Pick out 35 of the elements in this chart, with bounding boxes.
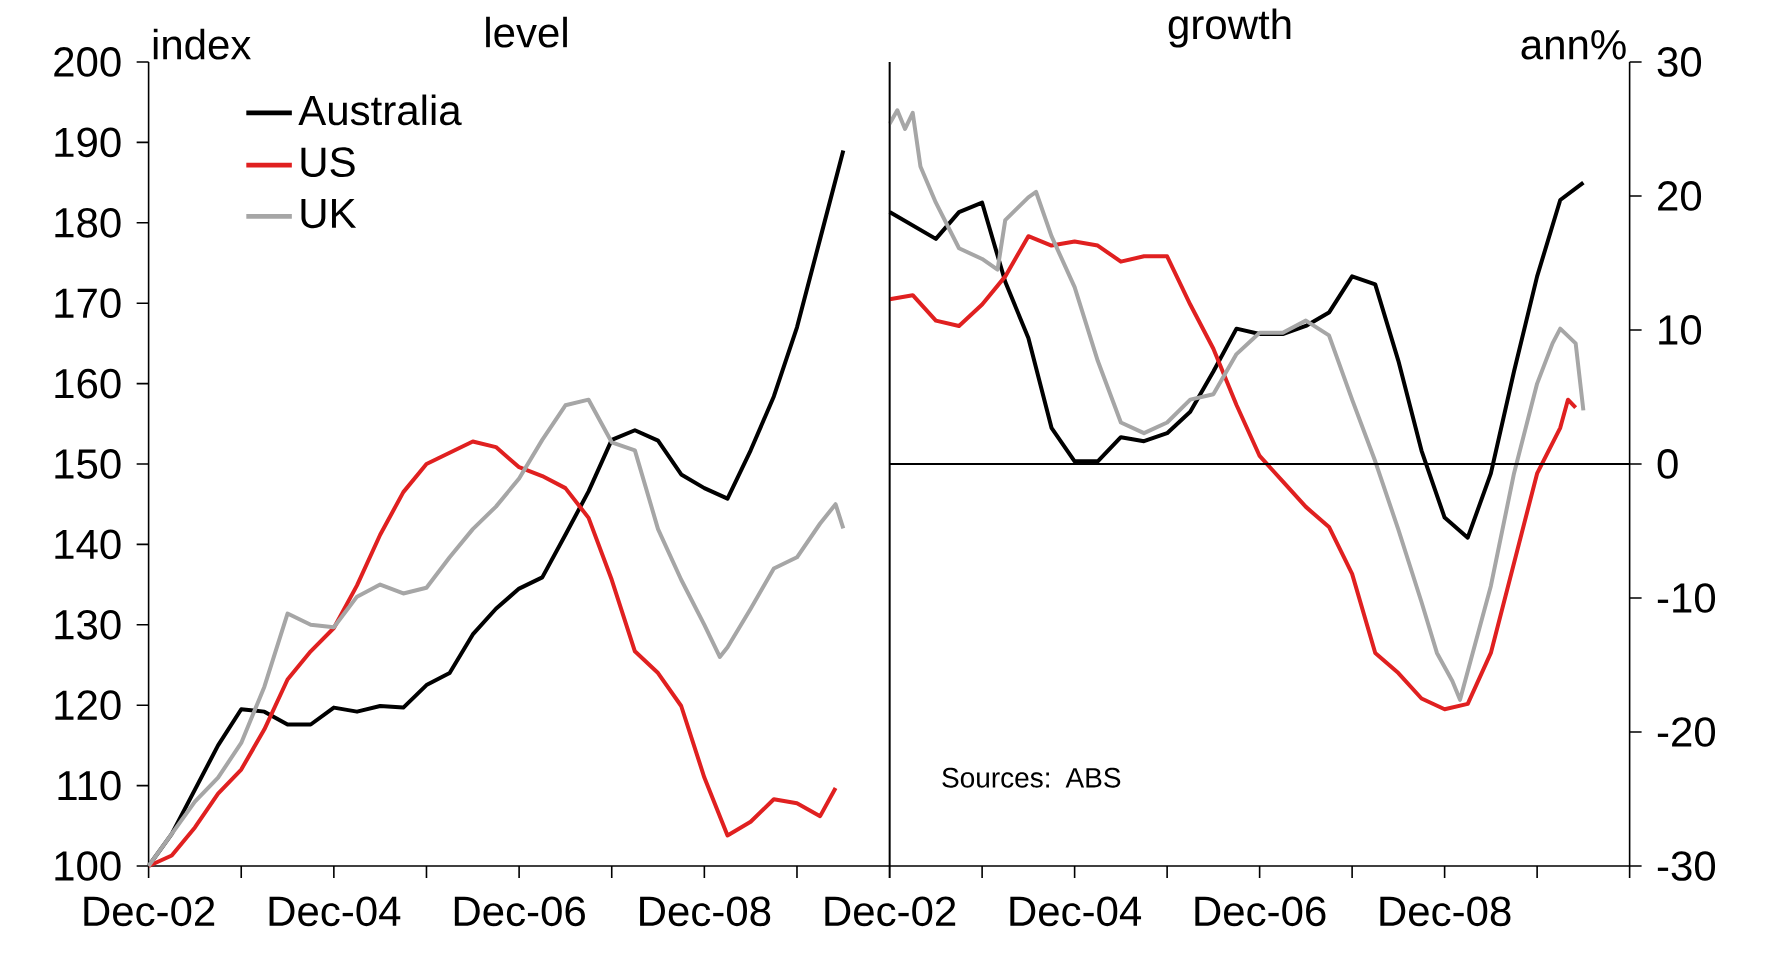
y-tick-label: -10 bbox=[1657, 583, 1716, 613]
legend-label: UK bbox=[301, 198, 357, 229]
y-tick-label: -30 bbox=[1657, 851, 1716, 881]
y-axis-title: index bbox=[153, 28, 251, 60]
y-tick-label: 130 bbox=[55, 609, 121, 640]
y-tick-label: 150 bbox=[55, 449, 121, 479]
x-tick-label: Dec-06 bbox=[1195, 896, 1326, 927]
x-tick-label: Dec-04 bbox=[269, 896, 401, 927]
chart-title: level bbox=[486, 16, 567, 48]
y-tick-label: 20 bbox=[1658, 181, 1702, 211]
y-tick-label: 110 bbox=[58, 770, 121, 801]
y-tick-label: 100 bbox=[55, 851, 121, 881]
y-tick-label: 0 bbox=[1657, 449, 1678, 479]
legend-label: Australia bbox=[298, 94, 462, 126]
x-tick-label: Dec-02 bbox=[84, 896, 215, 927]
annotation: Sources: ABS bbox=[942, 767, 1121, 788]
y-tick-label: 180 bbox=[55, 207, 121, 238]
x-tick-label: Dec-06 bbox=[454, 896, 585, 927]
x-tick-label: Dec-02 bbox=[825, 896, 956, 927]
y-axis-title: ann% bbox=[1521, 30, 1626, 60]
y-tick-label: 170 bbox=[55, 288, 121, 319]
y-tick-label: 140 bbox=[55, 529, 121, 560]
y-tick-label: 190 bbox=[55, 127, 121, 158]
x-tick-label: Dec-08 bbox=[640, 896, 771, 927]
x-tick-label: Dec-08 bbox=[1380, 896, 1511, 927]
y-tick-label: 200 bbox=[54, 47, 121, 77]
y-tick-label: 160 bbox=[55, 368, 121, 399]
y-tick-label: 30 bbox=[1657, 47, 1702, 77]
y-tick-label: 120 bbox=[55, 690, 121, 721]
line-series bbox=[887, 108, 1586, 702]
y-tick-label: 10 bbox=[1659, 315, 1702, 345]
legend-label: US bbox=[301, 147, 355, 177]
x-tick-label: Dec-04 bbox=[1010, 896, 1142, 927]
y-tick-label: -20 bbox=[1657, 717, 1716, 747]
chart-title: growth bbox=[1168, 8, 1291, 48]
